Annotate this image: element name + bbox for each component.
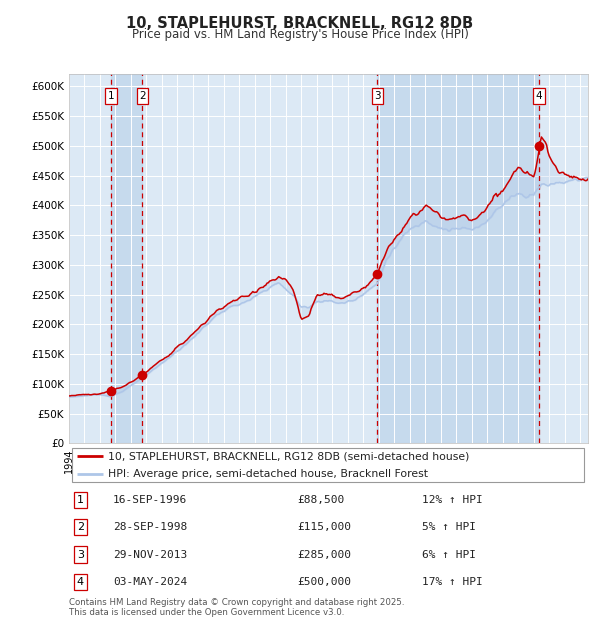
Text: £115,000: £115,000 — [298, 523, 352, 533]
Text: 10, STAPLEHURST, BRACKNELL, RG12 8DB (semi-detached house): 10, STAPLEHURST, BRACKNELL, RG12 8DB (se… — [108, 451, 469, 461]
Text: 1: 1 — [107, 91, 114, 101]
Text: 6% ↑ HPI: 6% ↑ HPI — [422, 549, 476, 559]
Text: 29-NOV-2013: 29-NOV-2013 — [113, 549, 187, 559]
Text: 3: 3 — [77, 549, 84, 559]
Text: Contains HM Land Registry data © Crown copyright and database right 2025.
This d: Contains HM Land Registry data © Crown c… — [69, 598, 404, 617]
Text: 2: 2 — [139, 91, 146, 101]
Text: Price paid vs. HM Land Registry's House Price Index (HPI): Price paid vs. HM Land Registry's House … — [131, 28, 469, 41]
Text: 4: 4 — [536, 91, 542, 101]
Text: 2: 2 — [77, 523, 84, 533]
Text: 16-SEP-1996: 16-SEP-1996 — [113, 495, 187, 505]
Text: £285,000: £285,000 — [298, 549, 352, 559]
Text: 1: 1 — [77, 495, 84, 505]
Text: 4: 4 — [77, 577, 84, 587]
Bar — [111, 74, 142, 443]
Text: £500,000: £500,000 — [298, 577, 352, 587]
Text: 03-MAY-2024: 03-MAY-2024 — [113, 577, 187, 587]
Text: 5% ↑ HPI: 5% ↑ HPI — [422, 523, 476, 533]
Text: 17% ↑ HPI: 17% ↑ HPI — [422, 577, 482, 587]
Text: 28-SEP-1998: 28-SEP-1998 — [113, 523, 187, 533]
FancyBboxPatch shape — [71, 448, 584, 482]
Bar — [377, 74, 539, 443]
Text: HPI: Average price, semi-detached house, Bracknell Forest: HPI: Average price, semi-detached house,… — [108, 469, 428, 479]
Text: £88,500: £88,500 — [298, 495, 344, 505]
Text: 12% ↑ HPI: 12% ↑ HPI — [422, 495, 482, 505]
Text: 10, STAPLEHURST, BRACKNELL, RG12 8DB: 10, STAPLEHURST, BRACKNELL, RG12 8DB — [127, 16, 473, 30]
Text: 3: 3 — [374, 91, 381, 101]
